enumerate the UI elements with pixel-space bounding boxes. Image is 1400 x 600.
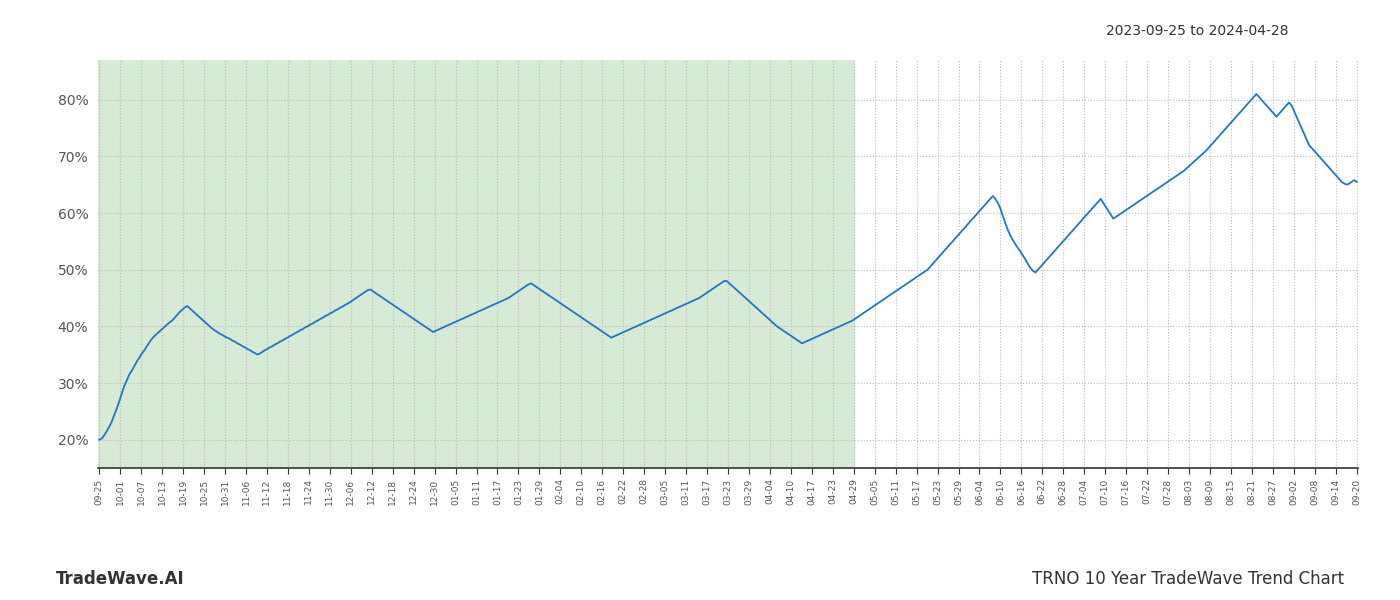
Text: TradeWave.AI: TradeWave.AI bbox=[56, 570, 185, 588]
Text: 2023-09-25 to 2024-04-28: 2023-09-25 to 2024-04-28 bbox=[1106, 24, 1288, 38]
Bar bbox=[98, 60, 854, 468]
Text: TRNO 10 Year TradeWave Trend Chart: TRNO 10 Year TradeWave Trend Chart bbox=[1032, 570, 1344, 588]
